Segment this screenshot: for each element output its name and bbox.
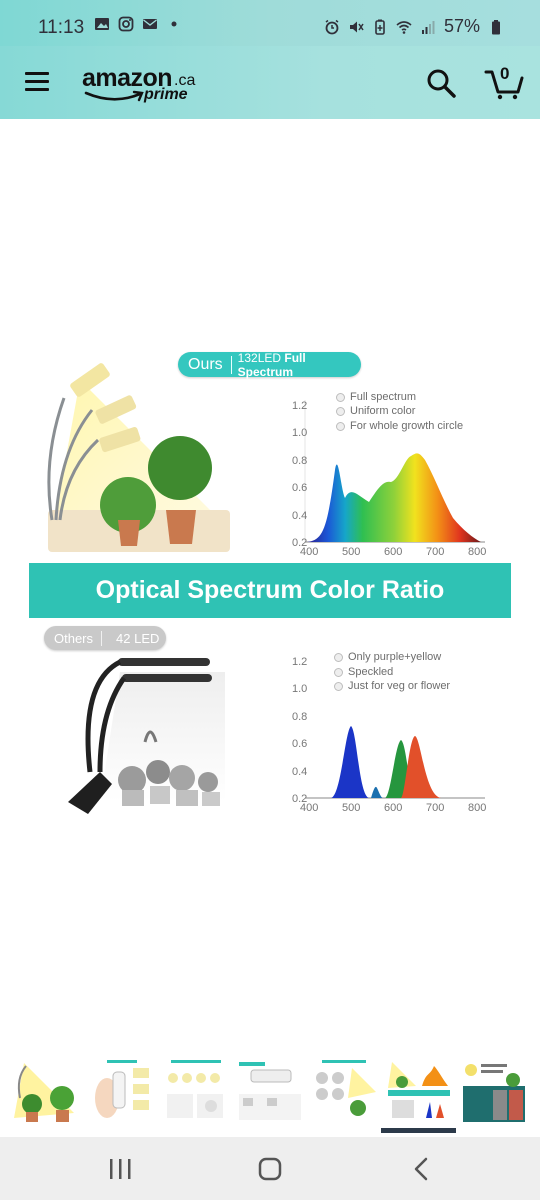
home-icon[interactable] <box>250 1155 290 1183</box>
spectrum-banner: Optical Spectrum Color Ratio <box>29 563 511 618</box>
top-legend-1-text: Full spectrum <box>350 391 417 403</box>
bottom-xtick-4: 700 <box>426 802 445 814</box>
instagram-icon <box>118 16 134 32</box>
hamburger-menu-icon[interactable] <box>25 72 49 92</box>
bottom-xtick-1: 400 <box>300 802 319 814</box>
thumbnail-2-image <box>95 1060 149 1118</box>
lamp-with-plants-illustration <box>47 363 230 552</box>
thumbnail-7-image <box>463 1064 525 1122</box>
ours-badge-label: Ours <box>178 355 232 374</box>
thumbnail-1-image <box>14 1063 74 1122</box>
battery-saver-icon <box>375 19 385 35</box>
system-icons: 57% <box>324 16 504 37</box>
bottom-ytick-2: 1.0 <box>292 683 308 695</box>
notification-icons <box>94 16 182 32</box>
battery-icon <box>492 19 500 34</box>
top-ytick-6: 0.2 <box>292 537 308 549</box>
smile-arrow-icon <box>84 90 144 102</box>
thumbnail-4-image <box>239 1062 301 1120</box>
bottom-ytick-6: 0.2 <box>292 793 308 805</box>
thumbnail-5-image <box>316 1060 376 1116</box>
bottom-legend-1: Only purple+yellow <box>334 651 441 663</box>
top-xtick-5: 800 <box>468 546 487 558</box>
bottom-ytick-3: 0.8 <box>292 711 308 723</box>
cart-count: 0 <box>500 64 510 83</box>
legend-dot <box>334 681 343 691</box>
gallery-icon <box>95 18 109 30</box>
bottom-legend-3-text: Just for veg or flower <box>348 680 451 692</box>
bottom-xtick-3: 600 <box>384 802 403 814</box>
thumbnail-6[interactable] <box>386 1058 451 1122</box>
bottom-legend-2-text: Speckled <box>348 666 394 678</box>
thumbnail-7[interactable] <box>461 1058 526 1122</box>
top-ytick-5: 0.4 <box>292 510 308 522</box>
logo-word: amazon <box>82 64 173 92</box>
top-xtick-1: 400 <box>300 546 319 558</box>
clip-lamp-illustration <box>68 658 225 814</box>
bottom-ytick-4: 0.6 <box>292 738 308 750</box>
logo-prime: prime <box>144 86 188 103</box>
ours-badge-detail: 132LED Full Spectrum <box>232 351 361 379</box>
bottom-xtick-2: 500 <box>342 802 361 814</box>
legend-dot <box>334 667 343 677</box>
thumbnail-3[interactable] <box>163 1058 228 1122</box>
ours-badge-led-count: 132LED <box>237 350 282 365</box>
ours-badge: Ours 132LED Full Spectrum <box>178 351 361 379</box>
legend-dot <box>336 421 345 431</box>
top-xtick-4: 700 <box>426 546 445 558</box>
top-ytick-1: 1.2 <box>292 400 308 412</box>
thumbnail-5[interactable] <box>312 1058 377 1122</box>
thumbnail-6-image <box>388 1062 450 1118</box>
recent-apps-icon[interactable] <box>100 1155 140 1183</box>
bottom-ytick-5: 0.4 <box>292 766 308 778</box>
thumbnail-strip <box>0 1058 540 1134</box>
full-spectrum-chart <box>304 400 485 543</box>
top-legend-2-text: Uniform color <box>350 405 416 417</box>
top-legend-1: Full spectrum <box>336 391 416 403</box>
legend-dot <box>336 406 345 416</box>
signal-icon <box>421 20 435 34</box>
app-header: amazon .ca prime 0 <box>0 46 540 119</box>
legend-dot <box>334 652 343 662</box>
top-legend-3-text: For whole growth circle <box>350 420 464 432</box>
amazon-prime-logo[interactable]: amazon .ca prime <box>82 64 202 106</box>
top-xtick-3: 600 <box>384 546 403 558</box>
thumbnail-4[interactable] <box>237 1058 302 1122</box>
mail-icon <box>143 19 157 29</box>
bottom-legend-1-text: Only purple+yellow <box>348 651 442 663</box>
thumbnail-2[interactable] <box>89 1058 154 1122</box>
others-badge-label: Others <box>44 630 103 646</box>
bottom-ytick-1: 1.2 <box>292 656 308 668</box>
dot-icon <box>171 21 177 27</box>
top-xtick-2: 500 <box>342 546 361 558</box>
back-icon[interactable] <box>402 1155 442 1183</box>
bottom-legend-2: Speckled <box>334 666 393 678</box>
thumbnail-1[interactable] <box>14 1058 79 1122</box>
cart-icon[interactable] <box>484 66 524 100</box>
navigation-bar <box>0 1137 540 1200</box>
wifi-icon <box>396 20 412 34</box>
legend-dot <box>336 392 345 402</box>
narrow-spectrum-chart <box>305 726 485 799</box>
thumbnail-3-image <box>167 1060 223 1118</box>
top-ytick-4: 0.6 <box>292 482 308 494</box>
top-ytick-3: 0.8 <box>292 455 308 467</box>
others-badge-detail: 42 LED <box>116 630 160 646</box>
alarm-icon <box>325 19 339 34</box>
top-legend-3: For whole growth circle <box>336 420 463 432</box>
mute-icon <box>349 21 364 32</box>
others-badge: Others 42 LED <box>44 626 166 650</box>
logo-tld: .ca <box>174 72 196 89</box>
bottom-xtick-5: 800 <box>468 802 487 814</box>
battery-percent: 57% <box>443 16 480 36</box>
bottom-legend-3: Just for veg or flower <box>334 680 450 692</box>
search-icon[interactable] <box>426 68 456 98</box>
top-legend-2: Uniform color <box>336 405 415 417</box>
status-bar: 11:13 57% <box>0 0 540 46</box>
top-ytick-2: 1.0 <box>292 427 308 439</box>
ours-badge-spectrum: Full Spectrum <box>237 350 306 379</box>
selected-thumbnail-indicator <box>381 1128 456 1133</box>
status-time: 11:13 <box>38 17 85 38</box>
